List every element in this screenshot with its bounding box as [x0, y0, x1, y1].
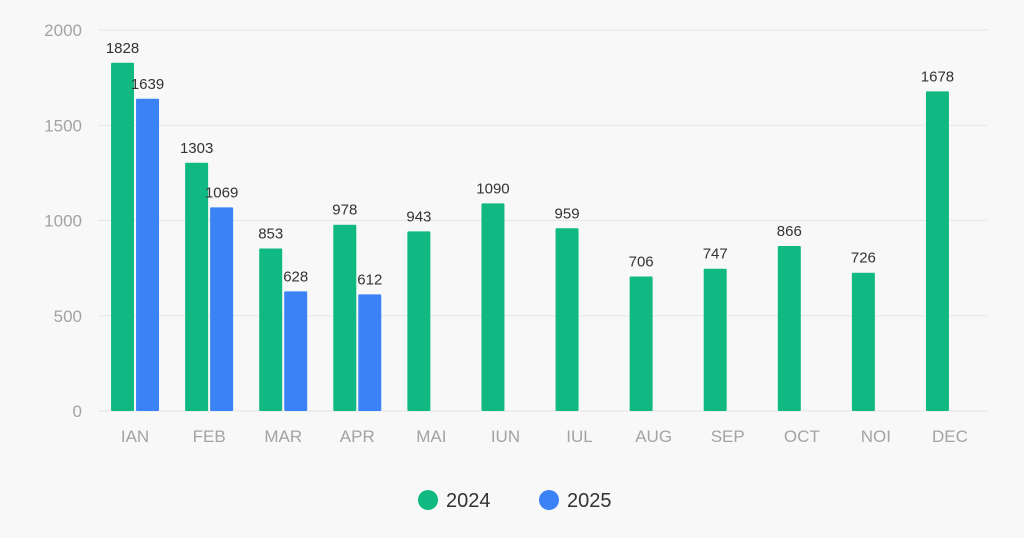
y-tick-label: 1500 — [44, 116, 82, 135]
x-tick-label: NOI — [861, 427, 891, 446]
data-label: 1090 — [476, 180, 509, 197]
x-tick-label: SEP — [711, 427, 745, 446]
data-label: 943 — [406, 208, 431, 225]
bar-2025-ian[interactable] — [136, 98, 160, 411]
data-label: 1303 — [180, 140, 213, 157]
y-tick-label: 500 — [54, 307, 82, 326]
bar-2025-feb[interactable] — [210, 207, 234, 411]
legend-label[interactable]: 2024 — [446, 490, 491, 512]
data-label: 1678 — [921, 68, 954, 85]
x-tick-label: APR — [340, 427, 375, 446]
legend-swatch-2025[interactable] — [539, 490, 559, 510]
y-tick-label: 1000 — [44, 212, 82, 231]
x-tick-label: IAN — [121, 427, 149, 446]
data-label: 628 — [283, 268, 308, 285]
data-label: 1828 — [106, 40, 139, 57]
data-label: 866 — [777, 223, 802, 240]
bar-2024-mar[interactable] — [259, 248, 283, 411]
bar-2024-oct[interactable] — [777, 246, 801, 411]
data-label: 1069 — [205, 184, 238, 201]
x-tick-label: MAI — [416, 427, 446, 446]
bar-2024-iun[interactable] — [481, 203, 505, 411]
bar-2024-sep[interactable] — [703, 268, 727, 411]
y-tick-label: 0 — [73, 402, 82, 421]
bar-2024-dec[interactable] — [925, 91, 949, 411]
x-tick-label: MAR — [264, 427, 302, 446]
bar-2024-iul[interactable] — [555, 228, 579, 411]
x-tick-label: DEC — [932, 427, 968, 446]
x-tick-label: OCT — [784, 427, 820, 446]
legend-label[interactable]: 2025 — [567, 490, 612, 512]
data-label: 853 — [258, 226, 283, 243]
data-label: 747 — [703, 246, 728, 263]
bar-2024-feb[interactable] — [185, 162, 209, 411]
data-label: 726 — [851, 250, 876, 267]
data-label: 959 — [555, 205, 580, 222]
bar-2025-mar[interactable] — [284, 291, 308, 411]
x-tick-label: IUL — [566, 427, 592, 446]
bar-2024-apr[interactable] — [333, 224, 357, 411]
data-label: 612 — [357, 271, 382, 288]
x-tick-label: FEB — [193, 427, 226, 446]
data-label: 706 — [629, 254, 654, 271]
x-tick-label: AUG — [635, 427, 672, 446]
y-tick-label: 2000 — [44, 21, 82, 40]
bar-2024-noi[interactable] — [851, 272, 875, 411]
bar-2024-mai[interactable] — [407, 231, 431, 411]
data-label: 978 — [332, 202, 357, 219]
bar-2024-aug[interactable] — [629, 276, 653, 411]
data-label: 1639 — [131, 76, 164, 93]
x-tick-label: IUN — [491, 427, 520, 446]
legend-swatch-2024[interactable] — [418, 490, 438, 510]
bar-2025-apr[interactable] — [358, 294, 382, 411]
bar-2024-ian[interactable] — [111, 62, 135, 412]
